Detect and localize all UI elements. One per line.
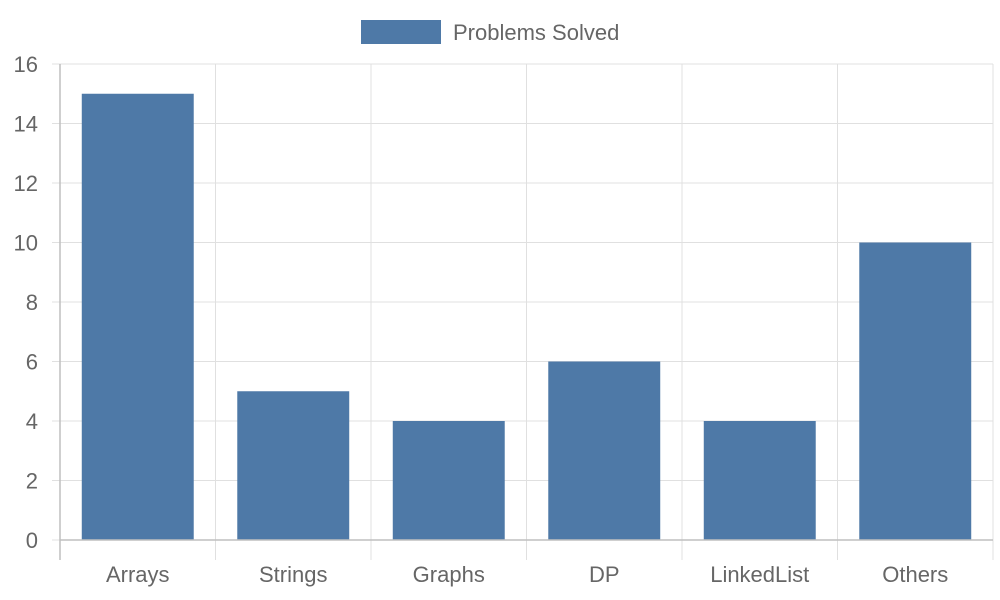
bar-strings[interactable] bbox=[237, 391, 350, 540]
legend-label: Problems Solved bbox=[453, 20, 619, 45]
bar-graphs[interactable] bbox=[392, 421, 505, 540]
y-tick-label: 10 bbox=[14, 231, 38, 256]
x-tick-label: Strings bbox=[259, 562, 327, 587]
y-tick-label: 2 bbox=[26, 469, 38, 494]
x-tick-label: LinkedList bbox=[710, 562, 809, 587]
y-tick-label: 8 bbox=[26, 290, 38, 315]
legend-swatch bbox=[361, 20, 441, 44]
bar-others[interactable] bbox=[859, 242, 972, 541]
y-tick-label: 12 bbox=[14, 171, 38, 196]
legend[interactable]: Problems Solved bbox=[361, 20, 619, 45]
bar-arrays[interactable] bbox=[81, 93, 194, 540]
x-tick-label: Others bbox=[882, 562, 948, 587]
grid-layer bbox=[52, 63, 994, 560]
y-tick-label: 4 bbox=[26, 409, 38, 434]
x-tick-label: Graphs bbox=[413, 562, 485, 587]
bar-linkedlist[interactable] bbox=[703, 421, 816, 540]
y-tick-label: 16 bbox=[14, 52, 38, 77]
bar-dp[interactable] bbox=[548, 361, 661, 541]
y-tick-label: 14 bbox=[14, 112, 38, 137]
y-tick-label: 0 bbox=[26, 528, 38, 553]
axis-layer: 0 2 4 6 8 10 12 14 16 Arrays Strings Graphs DP Linked… bbox=[14, 52, 993, 587]
bar-layer bbox=[81, 93, 972, 541]
x-tick-label: DP bbox=[589, 562, 620, 587]
x-tick-label: Arrays bbox=[106, 562, 170, 587]
y-tick-label: 6 bbox=[26, 350, 38, 375]
